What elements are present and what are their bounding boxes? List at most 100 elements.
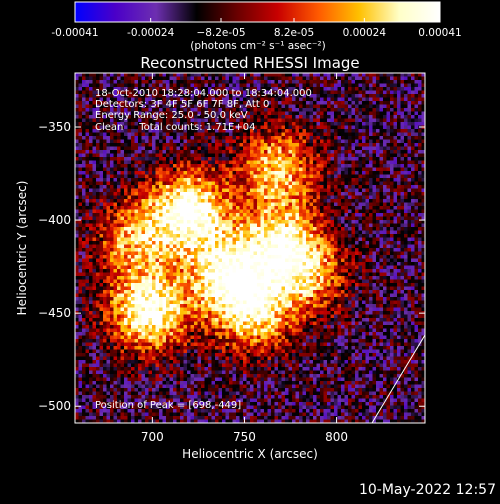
image-pixel — [373, 112, 377, 116]
image-pixel — [369, 122, 373, 126]
image-pixel — [131, 154, 135, 158]
image-pixel — [264, 178, 268, 182]
image-pixel — [145, 196, 149, 200]
image-pixel — [306, 178, 310, 182]
image-pixel — [264, 126, 268, 130]
image-pixel — [415, 231, 419, 235]
image-pixel — [131, 73, 135, 77]
image-pixel — [292, 227, 296, 231]
image-pixel — [408, 203, 412, 207]
image-pixel — [93, 245, 97, 249]
image-pixel — [404, 147, 408, 151]
image-pixel — [236, 154, 240, 158]
image-pixel — [138, 73, 142, 77]
image-pixel — [376, 91, 380, 95]
image-pixel — [320, 80, 324, 84]
image-pixel — [138, 189, 142, 193]
image-pixel — [278, 112, 282, 116]
image-pixel — [341, 126, 345, 130]
image-pixel — [79, 143, 83, 147]
image-pixel — [338, 112, 342, 116]
image-pixel — [278, 133, 282, 137]
image-pixel — [236, 220, 240, 224]
image-pixel — [292, 147, 296, 151]
image-pixel — [233, 210, 237, 214]
image-pixel — [278, 77, 282, 81]
image-pixel — [163, 213, 167, 217]
image-pixel — [226, 192, 230, 196]
image-pixel — [359, 182, 363, 186]
image-pixel — [187, 182, 191, 186]
image-pixel — [138, 178, 142, 182]
image-pixel — [376, 164, 380, 168]
image-pixel — [131, 227, 135, 231]
image-pixel — [282, 77, 286, 81]
image-pixel — [289, 217, 293, 221]
image-pixel — [191, 154, 195, 158]
image-pixel — [152, 224, 156, 228]
image-pixel — [250, 171, 254, 175]
image-pixel — [159, 206, 163, 210]
image-pixel — [173, 164, 177, 168]
image-pixel — [327, 77, 331, 81]
image-pixel — [401, 98, 405, 102]
image-pixel — [390, 231, 394, 235]
image-pixel — [177, 157, 181, 161]
image-pixel — [397, 185, 401, 189]
image-pixel — [240, 182, 244, 186]
image-pixel — [387, 164, 391, 168]
image-pixel — [233, 133, 237, 137]
image-pixel — [345, 73, 349, 77]
image-pixel — [110, 185, 114, 189]
image-pixel — [82, 178, 86, 182]
image-pixel — [114, 210, 118, 214]
image-pixel — [117, 168, 121, 172]
image-pixel — [240, 136, 244, 140]
image-pixel — [229, 203, 233, 207]
image-pixel — [345, 147, 349, 151]
image-pixel — [313, 154, 317, 158]
image-pixel — [376, 94, 380, 98]
image-pixel — [124, 136, 128, 140]
image-pixel — [292, 164, 296, 168]
image-pixel — [355, 154, 359, 158]
image-pixel — [103, 84, 107, 88]
image-pixel — [338, 84, 342, 88]
image-pixel — [198, 192, 202, 196]
image-pixel — [250, 73, 254, 77]
image-pixel — [341, 206, 345, 210]
image-pixel — [383, 206, 387, 210]
image-pixel — [170, 217, 174, 221]
image-pixel — [380, 80, 384, 84]
image-pixel — [285, 80, 289, 84]
image-pixel — [82, 87, 86, 91]
image-pixel — [362, 185, 366, 189]
image-pixel — [352, 171, 356, 175]
image-pixel — [198, 73, 202, 77]
image-pixel — [82, 94, 86, 98]
image-pixel — [320, 192, 324, 196]
image-pixel — [187, 227, 191, 231]
image-pixel — [334, 80, 338, 84]
image-pixel — [394, 241, 398, 245]
image-pixel — [317, 175, 321, 179]
image-pixel — [89, 203, 93, 207]
image-pixel — [254, 80, 258, 84]
image-pixel — [229, 157, 233, 161]
image-pixel — [303, 192, 307, 196]
image-pixel — [352, 213, 356, 217]
image-pixel — [355, 196, 359, 200]
image-pixel — [327, 185, 331, 189]
image-pixel — [345, 224, 349, 228]
image-pixel — [271, 136, 275, 140]
image-pixel — [170, 161, 174, 165]
image-pixel — [128, 143, 132, 147]
image-pixel — [254, 133, 258, 137]
image-pixel — [226, 80, 230, 84]
image-pixel — [282, 210, 286, 214]
image-pixel — [233, 140, 237, 144]
image-pixel — [303, 157, 307, 161]
image-pixel — [299, 171, 303, 175]
image-pixel — [369, 217, 373, 221]
image-pixel — [145, 234, 149, 238]
